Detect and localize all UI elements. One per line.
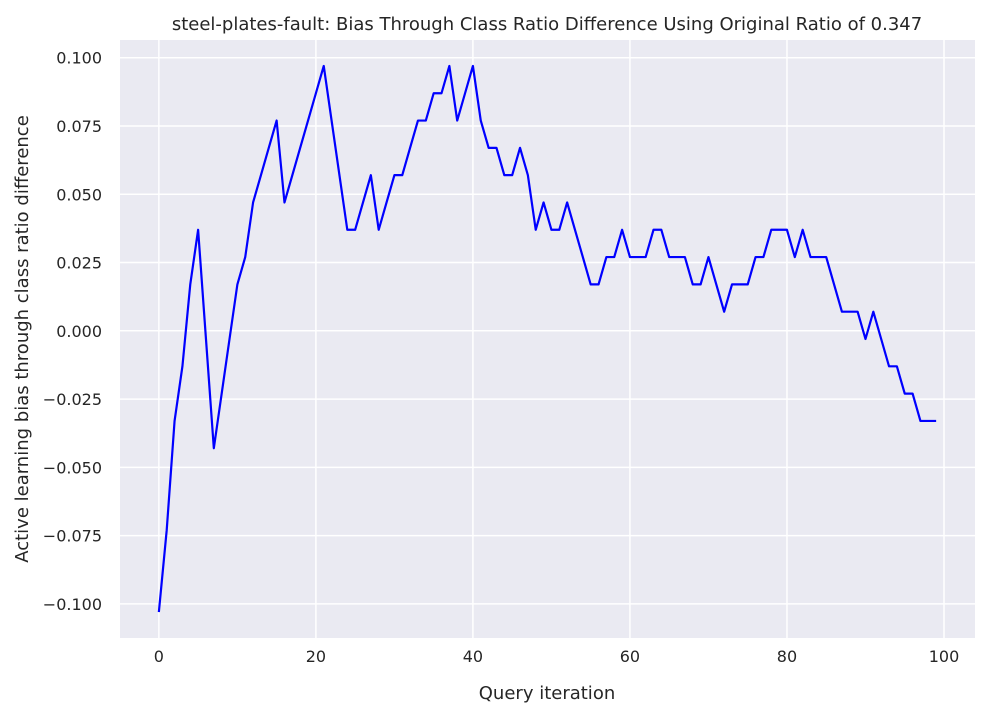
- chart-title: steel-plates-fault: Bias Through Class R…: [172, 14, 922, 35]
- y-tick-label: −0.050: [43, 458, 102, 477]
- y-tick-label: −0.025: [43, 390, 102, 409]
- y-tick-label: 0.050: [56, 185, 102, 204]
- plot-background: [120, 40, 975, 638]
- x-tick-label: 0: [154, 647, 164, 666]
- y-axis-title: Active learning bias through class ratio…: [12, 115, 33, 563]
- y-tick-label: 0.000: [56, 322, 102, 341]
- x-tick-label: 60: [620, 647, 640, 666]
- x-axis: 0 20 40 60 80 100: [154, 647, 959, 666]
- series-line: [157, 64, 937, 613]
- y-tick-label: 0.100: [56, 49, 102, 68]
- y-axis: −0.100 −0.075 −0.050 −0.025 0.000 0.025 0.050 0…: [43, 49, 102, 614]
- y-tick-label: −0.075: [43, 527, 102, 546]
- y-tick-label: −0.100: [43, 595, 102, 614]
- x-axis-title: Query iteration: [479, 683, 615, 704]
- grid-lines: [120, 40, 975, 638]
- x-tick-label: 20: [306, 647, 326, 666]
- x-tick-label: 80: [777, 647, 797, 666]
- series-layer: [157, 64, 937, 613]
- x-tick-label: 100: [929, 647, 960, 666]
- y-tick-label: 0.075: [56, 117, 102, 136]
- y-tick-label: 0.025: [56, 254, 102, 273]
- x-tick-label: 40: [463, 647, 483, 666]
